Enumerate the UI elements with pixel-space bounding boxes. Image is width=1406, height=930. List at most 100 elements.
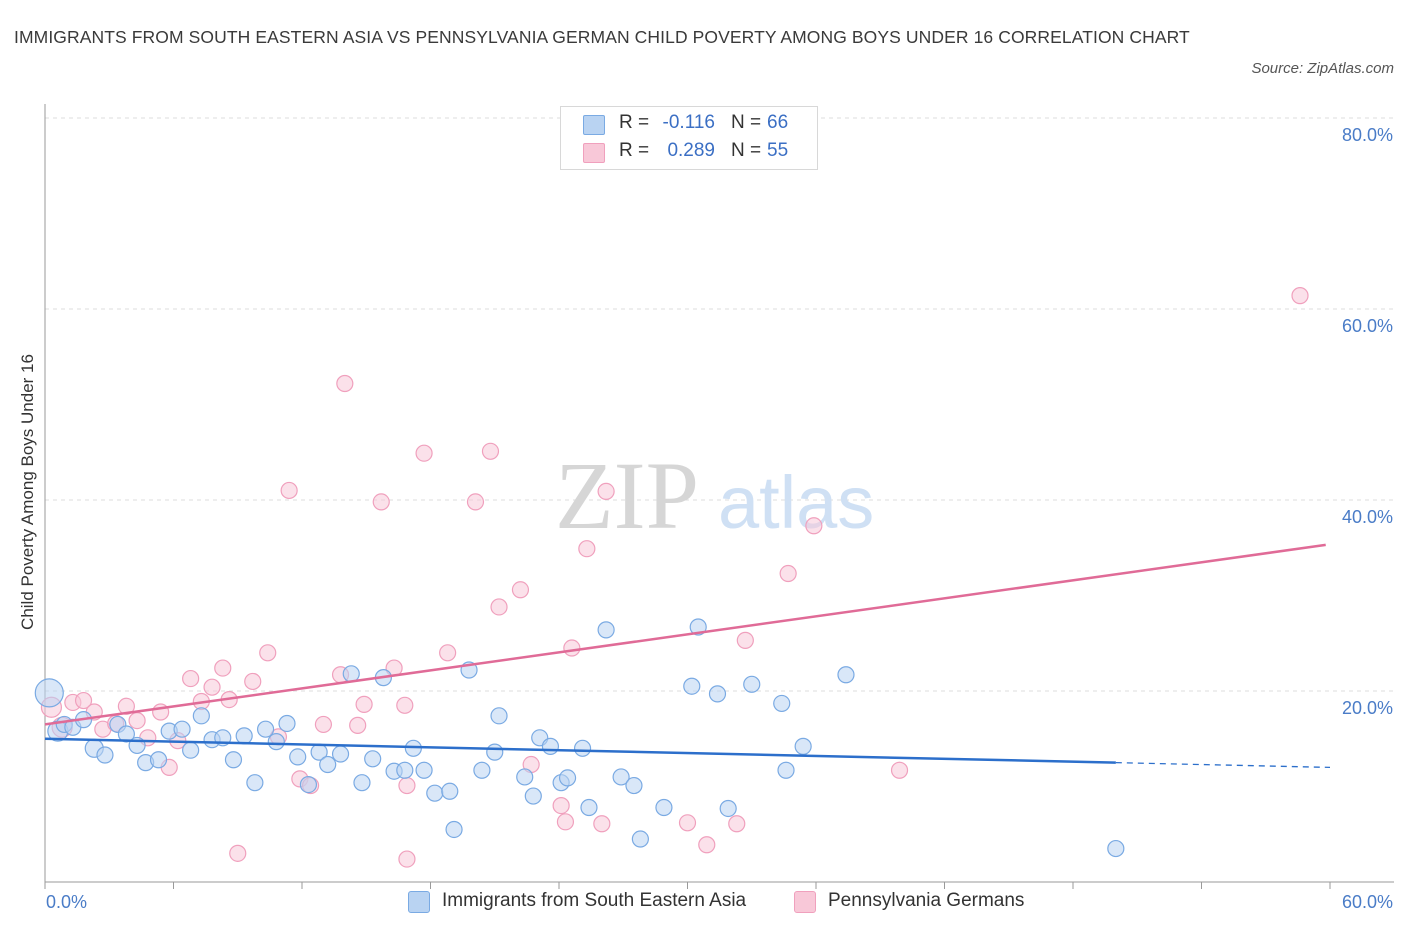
legend-n-label: N =: [731, 140, 762, 161]
point-pa-germans: [890, 761, 909, 779]
point-pa-germans: [678, 814, 697, 832]
series-swatch-blue: [408, 891, 430, 913]
point-immigrants: [364, 750, 382, 768]
point-pa-germans: [490, 598, 508, 616]
point-immigrants: [573, 739, 592, 757]
point-immigrants: [342, 665, 360, 683]
point-immigrants: [516, 768, 534, 786]
point-immigrants: [445, 820, 463, 839]
watermark-atlas: atlas: [718, 461, 874, 544]
point-pa-germans: [229, 844, 247, 862]
y-tick-label: 80.0%: [1342, 125, 1393, 145]
point-pa-germans: [214, 659, 232, 677]
legend-r-value: -0.116: [662, 112, 715, 133]
point-immigrants: [1107, 839, 1125, 858]
point-immigrants: [192, 707, 210, 725]
point-pa-germans: [556, 813, 575, 831]
y-tick-label: 40.0%: [1342, 507, 1393, 527]
point-pa-germans: [593, 815, 611, 833]
point-pa-germans: [74, 691, 93, 710]
point-immigrants: [612, 768, 630, 786]
point-immigrants: [182, 741, 200, 759]
point-immigrants: [580, 798, 598, 817]
axes: [44, 104, 1394, 889]
point-pa-germans: [552, 796, 570, 815]
gridlines: [45, 117, 1394, 692]
point-immigrants: [278, 714, 296, 733]
point-immigrants: [689, 618, 707, 636]
point-pa-germans: [396, 696, 414, 714]
point-immigrants: [773, 694, 791, 713]
y-tick-label: 20.0%: [1342, 698, 1393, 718]
point-immigrants: [524, 787, 542, 805]
point-immigrants: [289, 748, 307, 766]
point-immigrants: [794, 737, 812, 755]
trend-line-immigrants: [44, 737, 1116, 764]
point-immigrants: [34, 678, 64, 708]
x-tick-labels: 0.0% 60.0%: [46, 892, 1393, 912]
point-immigrants: [426, 784, 444, 802]
point-immigrants: [719, 799, 737, 818]
point-immigrants: [319, 755, 337, 774]
point-immigrants: [267, 733, 285, 751]
point-pa-germans: [128, 712, 146, 730]
y-tick-label: 60.0%: [1342, 316, 1393, 336]
point-pa-germans: [398, 850, 416, 868]
trend-line-pa-germans: [44, 543, 1326, 726]
point-immigrants: [149, 751, 168, 769]
point-immigrants: [353, 774, 371, 792]
x-tick-label: 0.0%: [46, 892, 87, 912]
legend-swatch-blue: [583, 115, 605, 135]
point-pa-germans: [805, 517, 823, 535]
point-immigrants: [625, 776, 643, 795]
watermark: ZIP atlas: [555, 442, 874, 549]
point-pa-germans: [597, 482, 615, 501]
point-immigrants: [96, 746, 114, 764]
point-immigrants: [837, 666, 855, 684]
point-immigrants: [597, 621, 615, 639]
point-pa-germans: [349, 716, 367, 734]
point-immigrants: [396, 761, 414, 779]
point-pa-germans: [203, 678, 221, 696]
point-pa-germans: [466, 493, 485, 511]
point-immigrants: [486, 743, 504, 761]
series-label: Pennsylvania Germans: [828, 890, 1025, 911]
point-immigrants: [415, 761, 433, 779]
point-immigrants: [473, 761, 491, 779]
point-immigrants: [256, 720, 275, 738]
point-immigrants: [655, 798, 673, 817]
point-pa-germans: [563, 639, 581, 657]
legend-r-label: R =: [619, 140, 650, 161]
x-tick-label: 60.0%: [1342, 892, 1393, 912]
legend-n-value: 55: [767, 140, 789, 161]
y-axis-label: Child Poverty Among Boys Under 16: [18, 354, 37, 630]
point-pa-germans: [336, 374, 354, 393]
point-immigrants: [224, 751, 243, 769]
stats-legend: R = -0.116 N = 66 R = 0.289 N = 55: [560, 106, 818, 170]
point-immigrants: [299, 775, 318, 794]
point-immigrants: [631, 830, 649, 848]
point-pa-germans: [578, 540, 596, 558]
point-pa-germans: [511, 581, 530, 599]
point-immigrants: [743, 675, 761, 693]
series-swatch-pink: [794, 891, 816, 913]
point-pa-germans: [117, 697, 135, 715]
chart-title: IMMIGRANTS FROM SOUTH EASTERN ASIA VS PE…: [14, 27, 1190, 47]
point-immigrants: [777, 761, 795, 779]
point-immigrants: [441, 782, 459, 800]
point-immigrants: [708, 685, 727, 703]
point-pa-germans: [182, 669, 200, 688]
legend-r-value: 0.289: [667, 140, 715, 161]
legend-swatch-pink: [583, 143, 605, 163]
point-pa-germans: [259, 644, 277, 662]
trend-lines: [44, 543, 1331, 769]
point-immigrants: [117, 725, 135, 743]
trend-line-immigrants-extension: [1115, 761, 1331, 769]
point-immigrants: [235, 727, 253, 745]
point-pa-germans: [280, 481, 298, 500]
point-pa-germans: [439, 644, 457, 662]
point-pa-germans: [736, 631, 754, 649]
legend-r-label: R =: [619, 112, 650, 133]
point-pa-germans: [698, 836, 716, 854]
series-label: Immigrants from South Eastern Asia: [442, 890, 747, 911]
